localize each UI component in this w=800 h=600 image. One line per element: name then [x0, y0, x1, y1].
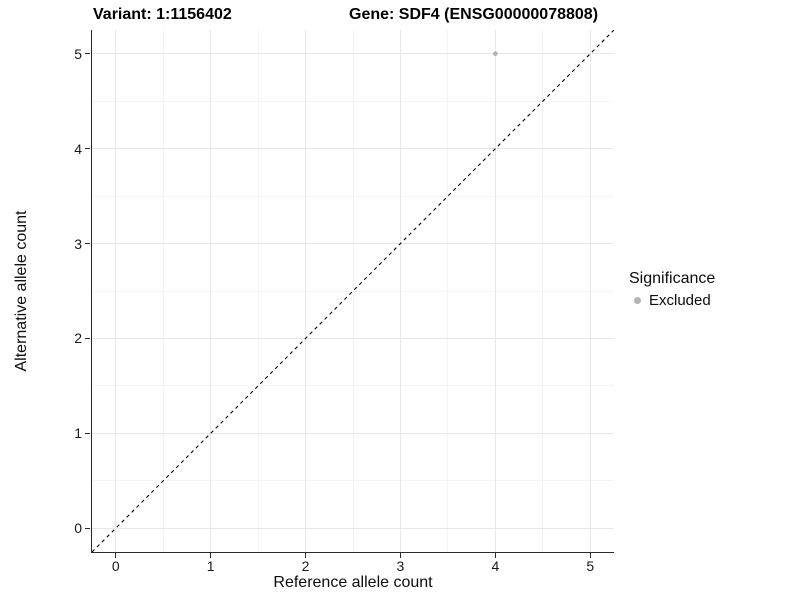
y-tick-label: 2 [74, 330, 82, 347]
minor-gridline-h [92, 195, 614, 197]
y-tick-label: 3 [74, 235, 82, 252]
x-axis-tick [399, 553, 402, 558]
y-axis-tick [85, 432, 90, 435]
major-gridline-h [92, 337, 614, 339]
x-axis-tick [114, 553, 117, 558]
plot-title-gene: Gene: SDF4 (ENSG00000078808) [349, 6, 599, 23]
minor-gridline-h [92, 480, 614, 482]
legend-item: Excluded [629, 291, 715, 310]
x-axis-title: Reference allele count [273, 574, 433, 591]
x-axis-tick [209, 553, 212, 558]
legend-items: Excluded [629, 291, 715, 310]
data-point-excluded [492, 51, 498, 57]
y-axis-tick [85, 52, 90, 55]
major-gridline-v [305, 30, 307, 552]
legend: Significance Excluded [629, 270, 715, 310]
x-tick-label: 3 [396, 558, 405, 574]
major-gridline-v [399, 30, 401, 552]
minor-gridline-h [92, 290, 614, 292]
y-axis-tick [85, 242, 90, 245]
major-gridline-h [92, 432, 614, 434]
identity-dashed-line [92, 30, 614, 552]
major-gridline-v [589, 30, 591, 552]
y-tick-label: 1 [74, 425, 82, 442]
y-axis-tick [85, 337, 90, 340]
y-tick-label: 4 [74, 140, 82, 157]
legend-title: Significance [629, 270, 716, 287]
major-gridline-v [115, 30, 117, 552]
x-axis-tick [589, 553, 592, 558]
plot-panel [91, 30, 614, 553]
minor-gridline-h [92, 100, 614, 102]
excluded-legend-dot-icon [634, 297, 641, 304]
major-gridline-h [92, 53, 614, 55]
y-axis-title: Alternative allele count [13, 210, 30, 372]
x-tick-label: 4 [491, 558, 500, 574]
x-tick-label: 2 [301, 558, 310, 574]
x-axis-tick [494, 553, 497, 558]
plot-title-variant: Variant: 1:1156402 [93, 6, 232, 23]
y-tick-label: 5 [74, 45, 82, 62]
x-tick-label: 1 [206, 558, 215, 574]
major-gridline-v [210, 30, 212, 552]
minor-gridline-h [92, 385, 614, 387]
major-gridline-h [92, 527, 614, 529]
major-gridline-v [494, 30, 496, 552]
legend-item-label: Excluded [649, 292, 711, 309]
plot-layer [92, 30, 614, 552]
x-axis-tick [304, 553, 307, 558]
legend-key [629, 292, 646, 309]
y-tick-label: 0 [74, 520, 82, 537]
major-gridline-h [92, 243, 614, 245]
y-axis-tick [85, 147, 90, 150]
y-axis-tick [85, 527, 90, 530]
x-tick-label: 0 [111, 558, 120, 574]
major-gridline-h [92, 148, 614, 150]
x-tick-label: 5 [586, 558, 595, 574]
